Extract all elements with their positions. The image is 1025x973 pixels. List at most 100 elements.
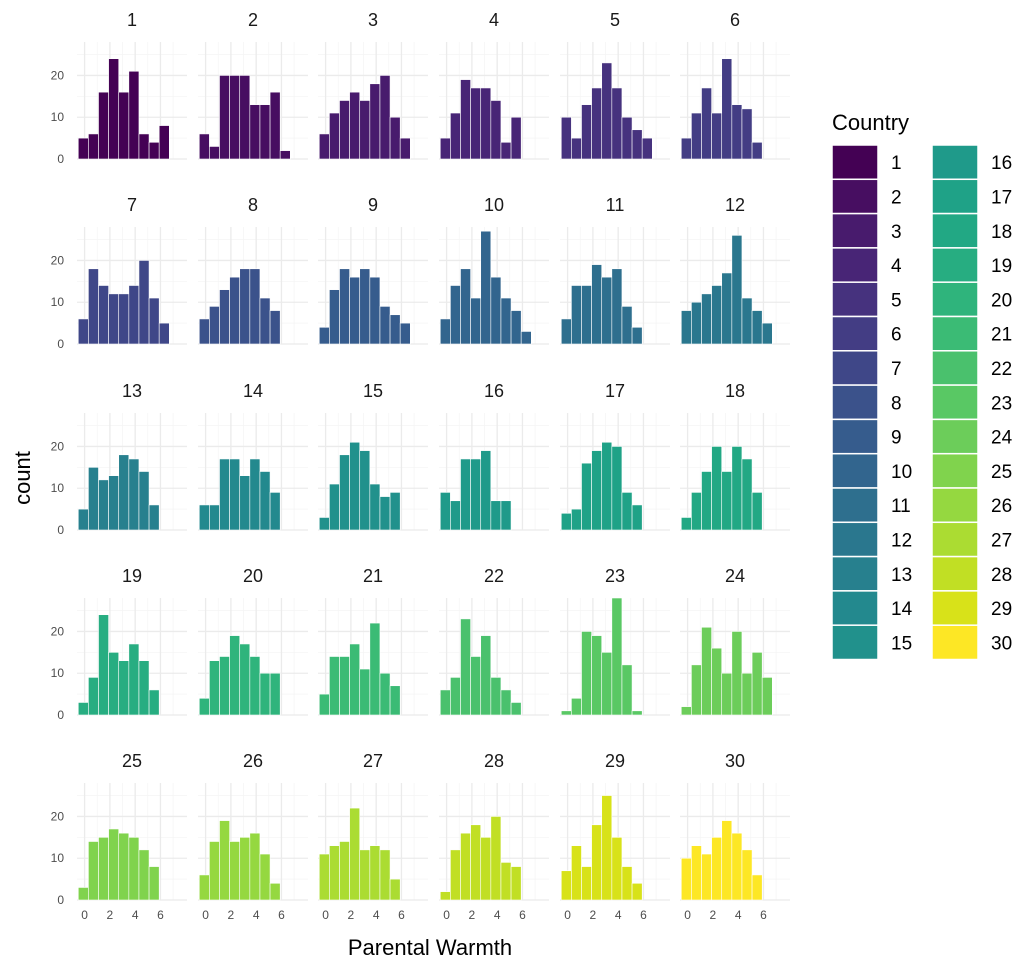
histogram-bar: [198, 504, 210, 531]
legend-label: 16: [991, 153, 1012, 174]
histogram-bar: [470, 87, 482, 160]
histogram-bar: [701, 853, 712, 901]
facet-panel: 14: [198, 381, 308, 531]
histogram-bar: [761, 677, 773, 716]
histogram-bar: [731, 104, 743, 160]
legend-key: [931, 452, 979, 489]
facet-panel: 22: [439, 566, 549, 716]
histogram-bar: [329, 112, 340, 160]
histogram-bar: [249, 104, 261, 160]
histogram-bar: [209, 306, 220, 345]
legend-label: 1: [891, 153, 902, 174]
histogram-bar: [731, 235, 743, 345]
histogram-bar: [98, 837, 109, 901]
histogram-bar: [198, 874, 210, 901]
legend-label: 15: [891, 633, 912, 654]
legend-key: [831, 590, 879, 626]
histogram-bar: [560, 512, 572, 531]
histogram-bar: [379, 496, 391, 531]
histogram-bar: [249, 656, 261, 716]
histogram-bar: [148, 141, 160, 160]
histogram-bar: [510, 310, 522, 345]
y-tick-label: 10: [51, 666, 65, 680]
histogram-bar: [209, 660, 220, 716]
histogram-bar: [741, 458, 753, 531]
facet-panel: 28 0 2 4 6: [439, 751, 549, 922]
histogram-bar: [359, 668, 371, 716]
histogram-bar: [249, 268, 261, 345]
histogram-bar: [379, 672, 391, 716]
legend-key: [831, 212, 879, 249]
histogram-bar: [439, 137, 451, 160]
histogram-bar: [318, 853, 330, 901]
histogram-bar: [691, 112, 702, 160]
facet-panel: 18: [680, 381, 790, 531]
legend-key: [931, 144, 979, 181]
y-tick-label: 10: [51, 481, 65, 495]
legend-key: [931, 487, 979, 524]
histogram-bar: [591, 264, 603, 345]
histogram-bar: [88, 133, 99, 160]
histogram-bar: [77, 137, 89, 160]
histogram-bar: [510, 702, 522, 716]
histogram-bar: [761, 322, 773, 345]
histogram-bar: [229, 276, 241, 345]
facet-panel: 10: [439, 195, 549, 345]
facet-label: 29: [605, 751, 625, 771]
histogram-bar: [571, 845, 582, 901]
histogram-bar: [259, 104, 271, 160]
histogram-bar: [571, 508, 582, 531]
histogram-bar: [329, 656, 340, 716]
facet-label: 20: [243, 566, 263, 586]
histogram-bar: [691, 664, 702, 716]
histogram-bar: [500, 141, 512, 160]
legend-key: [931, 281, 979, 318]
histogram-bar: [480, 837, 492, 901]
legend-key: [931, 350, 979, 386]
y-tick-label: 0: [57, 708, 64, 722]
histogram-bar: [480, 635, 492, 716]
histogram-bar: [721, 672, 733, 716]
histogram-bar: [500, 297, 512, 345]
histogram-bar: [731, 631, 743, 716]
histogram-bar: [77, 702, 89, 716]
legend-label: 19: [991, 256, 1012, 277]
histogram-bar: [209, 504, 220, 531]
facet-panel: 20: [198, 566, 308, 716]
histogram-bar: [591, 450, 603, 531]
histogram-bar: [138, 849, 150, 901]
histogram-bar: [198, 318, 210, 345]
histogram-bar: [259, 471, 271, 531]
histogram-bar: [259, 853, 271, 901]
histogram-bar: [741, 849, 753, 901]
facet-label: 5: [610, 10, 620, 30]
histogram-bar: [339, 268, 350, 345]
histogram-bar: [269, 91, 281, 160]
legend-key: [831, 452, 879, 489]
histogram-bar: [339, 100, 350, 160]
histogram-bar: [680, 706, 692, 716]
histogram-bar: [601, 62, 613, 160]
histogram-bar: [680, 517, 692, 531]
histogram-bar: [711, 647, 723, 716]
histogram-bar: [439, 318, 451, 345]
legend-label: 17: [991, 187, 1012, 208]
legend-key: [831, 178, 879, 215]
histogram-bar: [480, 87, 492, 160]
x-tick-label: 6: [157, 908, 164, 922]
histogram-bar: [198, 133, 210, 160]
facet-panel: 23: [560, 566, 670, 716]
legend-key: [931, 247, 979, 283]
x-tick-label: 6: [398, 908, 405, 922]
histogram-bar: [148, 689, 160, 716]
histogram-bar: [581, 104, 592, 160]
histogram-bar: [198, 697, 210, 716]
x-tick-label: 6: [760, 908, 767, 922]
facet-panel: 7 0 10 20: [51, 195, 187, 351]
facet-label: 17: [605, 381, 625, 401]
histogram-bar: [219, 820, 230, 901]
legend-label: 23: [991, 393, 1012, 414]
legend-label: 25: [991, 462, 1012, 483]
legend-label: 8: [891, 393, 902, 414]
histogram-bar: [88, 467, 99, 531]
